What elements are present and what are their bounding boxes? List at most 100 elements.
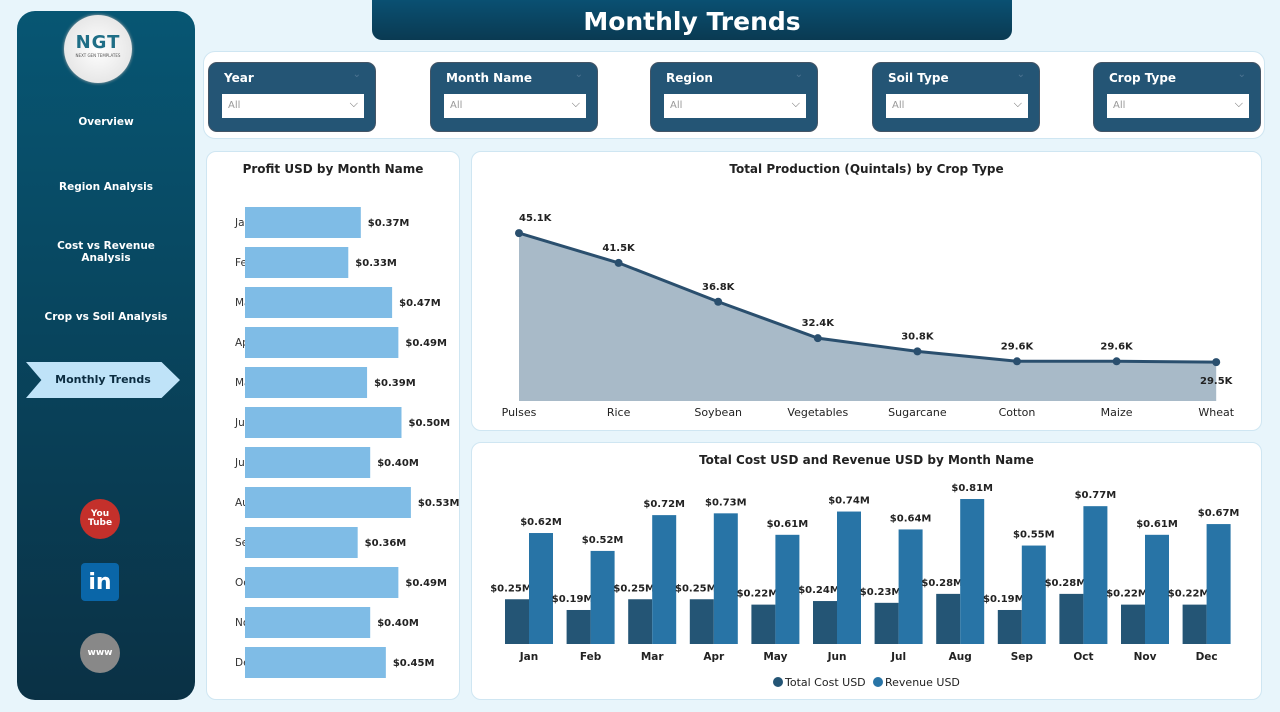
cost-bar [566,609,591,644]
data-point [1112,357,1121,366]
month-label: Nov [1134,651,1157,663]
revenue-bar [1083,506,1108,644]
chevron-down-icon: ⌵ [1013,97,1022,110]
revenue-bar [775,534,800,644]
logo-text: NGT [75,32,121,53]
data-label: $0.77M [1075,490,1117,501]
page-title: Monthly Trends [372,0,1012,40]
data-label: $0.40M [377,618,419,629]
cost-bar [813,601,837,644]
category-label: Vegetables [787,406,848,419]
legend-marker [873,677,883,687]
data-point [913,347,922,356]
data-point [614,258,623,267]
chevron-down-icon: ⌵ [571,97,580,110]
month-label: Feb [580,651,602,663]
cost-bar [1059,593,1084,644]
data-label: $0.81M [951,483,993,494]
chevron-down-icon: ⌵ [791,97,800,110]
globe-icon[interactable]: www [80,633,120,673]
dropdown-value: All [892,100,905,111]
nav-crop-vs-soil[interactable]: Crop vs Soil Analysis [44,311,168,323]
data-label: $0.64M [890,513,932,524]
profit-bar [245,247,349,278]
data-label: $0.33M [355,258,397,269]
month-label: Jul [234,457,248,469]
chevron-down-icon: ⌵ [1234,97,1243,110]
data-label: $0.49M [405,338,447,349]
nav-monthly-trends[interactable]: Monthly Trends [26,362,180,398]
legend-label: Total Cost USD [784,676,866,689]
cost-bar [689,599,714,644]
nav-region-analysis[interactable]: Region Analysis [59,181,153,193]
month-label: Sep [1011,651,1034,663]
nav-cost-vs-revenue[interactable]: Cost vs Revenue Analysis [57,240,155,264]
data-label: $0.50M [409,418,451,429]
data-label: $0.62M [520,517,562,528]
slicer-label: Region [666,71,713,85]
chevron-down-icon[interactable]: ⌄ [1016,69,1025,80]
year-dropdown[interactable]: All ⌵ [222,94,364,118]
data-label: $0.45M [393,658,435,669]
slicer-label: Year [224,71,254,85]
data-label: 29.6K [1001,341,1035,352]
slicer-region[interactable]: Region ⌄ All ⌵ [650,62,818,132]
slicer-month-name[interactable]: Month Name ⌄ All ⌵ [430,62,598,132]
soil-dropdown[interactable]: All ⌵ [886,94,1028,118]
revenue-bar [713,513,738,644]
data-label: 29.6K [1100,341,1134,352]
profit-bar [245,367,368,398]
category-label: Cotton [999,406,1036,419]
slicer-label: Crop Type [1109,71,1177,85]
data-label: $0.61M [1136,519,1178,530]
data-label: $0.55M [1013,530,1055,541]
data-label: $0.28M [921,578,963,589]
data-label: $0.40M [377,458,419,469]
slicer-soil-type[interactable]: Soil Type ⌄ All ⌵ [872,62,1040,132]
chevron-down-icon[interactable]: ⌄ [794,69,803,80]
cost-bar [1121,604,1145,644]
profit-chart: Jan$0.37MFeb$0.33MMar$0.47MApr$0.49MMay$… [234,207,460,678]
data-label: $0.67M [1198,508,1240,519]
data-label: 32.4K [802,318,836,329]
cost-bar [751,604,776,644]
month-dropdown[interactable]: All ⌵ [444,94,586,118]
category-label: Sugarcane [888,406,947,419]
linkedin-icon[interactable]: in [81,563,119,601]
cost-bar [1182,604,1207,644]
chevron-down-icon[interactable]: ⌄ [352,69,361,80]
data-label: 36.8K [702,282,736,293]
region-dropdown[interactable]: All ⌵ [664,94,806,118]
data-label: 30.8K [901,331,935,342]
data-label: $0.25M [490,583,532,594]
data-label: $0.74M [828,496,870,507]
data-label: $0.53M [418,498,460,509]
category-label: Wheat [1198,406,1234,419]
nav-overview[interactable]: Overview [78,116,134,128]
slicer-year[interactable]: Year ⌄ All ⌵ [208,62,376,132]
logo: NGT NEXT GEN TEMPLATES [64,15,132,83]
sidebar: NGT NEXT GEN TEMPLATES Overview Region An… [17,11,195,700]
data-label: $0.19M [983,594,1025,605]
dropdown-value: All [1113,100,1126,111]
profit-bar [245,207,361,238]
crop-dropdown[interactable]: All ⌵ [1107,94,1249,118]
cost-bar [874,602,899,644]
chevron-down-icon[interactable]: ⌄ [574,69,583,80]
data-label: $0.19M [552,594,594,605]
data-point [1212,358,1221,367]
data-label: $0.25M [613,583,655,594]
data-label: $0.24M [798,585,840,596]
data-label: $0.49M [405,578,447,589]
month-label: May [763,651,787,663]
slicer-crop-type[interactable]: Crop Type ⌄ All ⌵ [1093,62,1261,132]
data-label: $0.37M [368,218,410,229]
data-point [1013,357,1021,366]
chevron-down-icon[interactable]: ⌄ [1237,69,1246,80]
dropdown-value: All [670,100,683,111]
slicer-label: Soil Type [888,71,949,85]
month-label: Aug [949,651,972,663]
month-label: Jan [519,651,538,663]
profit-bar [245,567,399,598]
youtube-icon[interactable]: You Tube [80,499,120,539]
